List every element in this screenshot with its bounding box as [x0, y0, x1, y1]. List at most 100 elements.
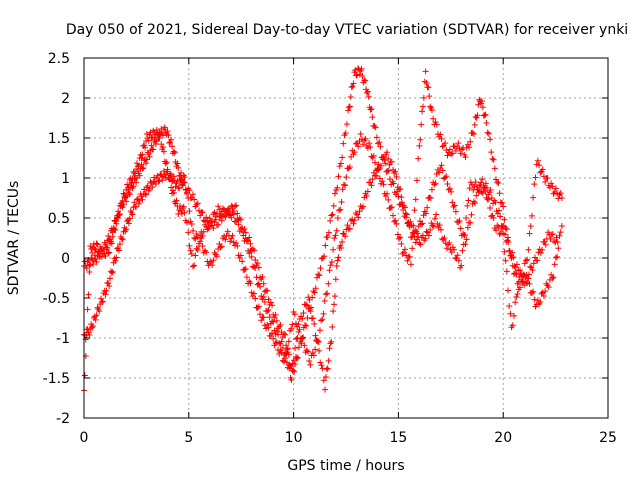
data-point-marker — [504, 237, 511, 244]
data-point-marker — [142, 144, 149, 151]
data-point-marker — [192, 252, 199, 259]
data-point-marker — [467, 138, 474, 145]
data-point-marker — [525, 246, 532, 253]
data-point-marker — [551, 261, 558, 268]
data-point-marker — [152, 141, 159, 148]
data-point-marker — [475, 186, 482, 193]
data-point-marker — [358, 65, 365, 72]
data-point-marker — [326, 345, 333, 352]
data-point-marker — [550, 274, 557, 281]
data-point-marker — [85, 291, 92, 298]
data-point-marker — [489, 155, 496, 162]
data-point-marker — [552, 185, 559, 192]
data-point-marker — [528, 212, 535, 219]
grid — [84, 58, 608, 418]
data-point-marker — [455, 219, 462, 226]
data-point-marker — [198, 208, 205, 215]
data-points — [81, 65, 565, 394]
data-point-marker — [257, 283, 264, 290]
data-point-marker — [181, 174, 188, 181]
data-point-marker — [289, 321, 296, 328]
y-tick-label: -1 — [56, 331, 70, 347]
data-point-marker — [349, 83, 356, 90]
data-point-marker — [177, 178, 184, 185]
data-point-marker — [123, 226, 130, 233]
data-point-marker — [448, 151, 455, 158]
data-point-marker — [427, 226, 434, 233]
data-point-marker — [321, 298, 328, 305]
data-point-marker — [297, 338, 304, 345]
data-point-marker — [264, 308, 271, 315]
data-point-marker — [329, 211, 336, 218]
data-point-marker — [290, 357, 297, 364]
data-point-marker — [417, 241, 424, 248]
data-point-marker — [125, 184, 132, 191]
data-point-marker — [261, 299, 268, 306]
data-point-marker — [393, 173, 400, 180]
data-point-marker — [322, 242, 329, 249]
data-point-marker — [459, 247, 466, 254]
data-point-marker — [122, 193, 129, 200]
data-point-marker — [358, 205, 365, 212]
data-point-marker — [388, 158, 395, 165]
data-point-marker — [254, 304, 261, 311]
data-point-marker — [504, 234, 511, 241]
data-point-marker — [218, 243, 225, 250]
data-point-marker — [155, 134, 162, 141]
data-point-marker — [508, 255, 515, 262]
data-point-marker — [527, 263, 534, 270]
data-point-marker — [166, 174, 173, 181]
data-point-marker — [125, 189, 132, 196]
data-point-marker — [188, 220, 195, 227]
data-point-marker — [273, 327, 280, 334]
data-point-marker — [222, 236, 229, 243]
data-point-marker — [199, 232, 206, 239]
data-point-marker — [324, 234, 331, 241]
data-point-marker — [354, 71, 361, 78]
data-point-marker — [482, 111, 489, 118]
data-point-marker — [519, 276, 526, 283]
data-point-marker — [428, 107, 435, 114]
data-point-marker — [555, 195, 562, 202]
data-point-marker — [388, 204, 395, 211]
data-point-marker — [372, 124, 379, 131]
plot-frame — [83, 57, 609, 419]
data-point-marker — [474, 112, 481, 119]
x-tick-label: 20 — [494, 430, 512, 446]
data-point-marker — [181, 209, 188, 216]
data-point-marker — [215, 203, 222, 210]
data-point-marker — [350, 80, 357, 87]
data-point-marker — [488, 149, 495, 156]
data-point-marker — [339, 238, 346, 245]
data-point-marker — [401, 246, 408, 253]
data-point-marker — [373, 134, 380, 141]
data-point-marker — [417, 136, 424, 143]
data-point-marker — [436, 222, 443, 229]
data-point-marker — [355, 214, 362, 221]
data-point-marker — [454, 252, 461, 259]
data-point-marker — [409, 245, 416, 252]
data-point-marker — [331, 301, 338, 308]
data-point-marker — [390, 180, 397, 187]
data-point-marker — [172, 183, 179, 190]
data-point-marker — [326, 267, 333, 274]
data-point-marker — [303, 347, 310, 354]
data-point-marker — [461, 232, 468, 239]
data-point-marker — [241, 266, 248, 273]
data-point-marker — [327, 340, 334, 347]
data-point-marker — [273, 339, 280, 346]
data-point-marker — [359, 72, 366, 79]
data-point-marker — [339, 154, 346, 161]
data-point-marker — [285, 338, 292, 345]
chart-title: Day 050 of 2021, Sidereal Day-to-day VTE… — [66, 22, 628, 38]
data-point-marker — [346, 225, 353, 232]
data-point-marker — [119, 236, 126, 243]
data-point-marker — [351, 149, 358, 156]
data-point-marker — [370, 169, 377, 176]
data-point-marker — [428, 186, 435, 193]
data-point-marker — [272, 340, 279, 347]
data-point-marker — [336, 163, 343, 170]
data-point-marker — [343, 174, 350, 181]
data-point-marker — [499, 199, 506, 206]
